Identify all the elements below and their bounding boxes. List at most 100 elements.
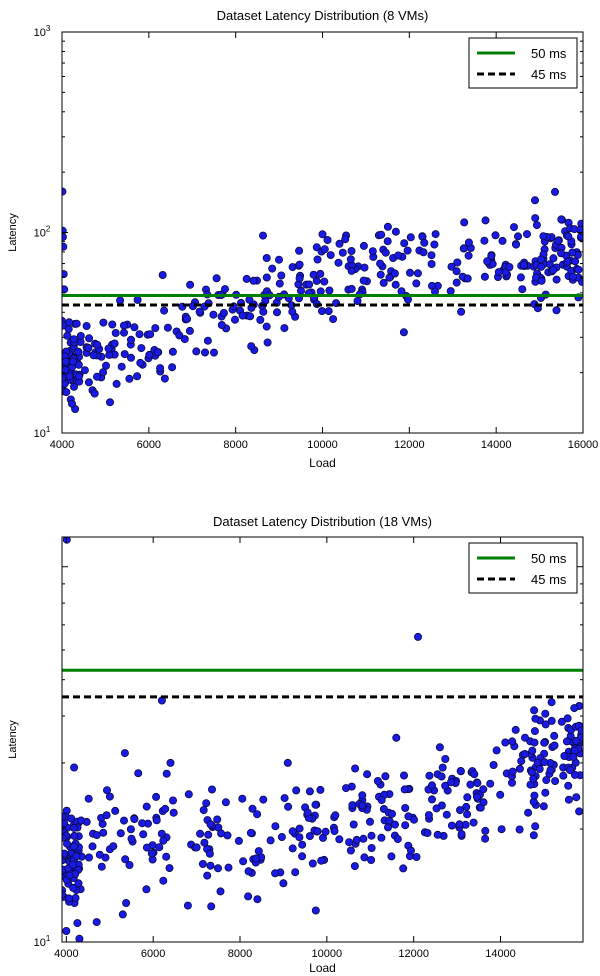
data-point bbox=[122, 899, 131, 908]
x-tick-label: 14000 bbox=[481, 439, 512, 451]
data-point bbox=[305, 787, 314, 796]
data-point bbox=[168, 796, 177, 805]
data-point bbox=[295, 833, 304, 842]
data-point bbox=[262, 273, 271, 282]
data-point bbox=[509, 223, 518, 232]
data-point bbox=[75, 372, 84, 381]
data-point bbox=[221, 798, 230, 807]
data-point bbox=[433, 830, 442, 839]
outlier-point bbox=[351, 764, 360, 773]
data-point bbox=[535, 765, 544, 774]
data-point bbox=[401, 804, 410, 813]
data-point bbox=[541, 720, 550, 729]
data-point bbox=[515, 825, 524, 834]
data-point bbox=[537, 276, 546, 285]
data-point bbox=[259, 795, 268, 804]
outlier-point bbox=[183, 901, 192, 910]
data-point bbox=[496, 790, 505, 799]
data-point bbox=[551, 187, 560, 196]
data-point bbox=[74, 347, 83, 356]
data-point bbox=[63, 839, 72, 848]
data-point bbox=[317, 307, 326, 316]
outlier-point bbox=[283, 758, 292, 767]
data-point bbox=[99, 368, 108, 377]
data-point bbox=[360, 263, 369, 272]
data-point bbox=[547, 716, 556, 725]
y-tick-label: 101 bbox=[34, 934, 51, 949]
data-point bbox=[507, 778, 516, 787]
data-point bbox=[391, 227, 400, 236]
data-point bbox=[238, 794, 247, 803]
data-point bbox=[234, 836, 243, 845]
data-point bbox=[423, 829, 432, 838]
data-point bbox=[120, 350, 129, 359]
data-point bbox=[159, 836, 168, 845]
data-point bbox=[298, 840, 307, 849]
data-point bbox=[391, 280, 400, 289]
data-point bbox=[246, 312, 255, 321]
data-point bbox=[70, 831, 79, 840]
data-point bbox=[420, 238, 429, 247]
data-point bbox=[251, 854, 260, 863]
data-point bbox=[528, 746, 537, 755]
data-point bbox=[238, 311, 247, 320]
data-point bbox=[539, 232, 548, 241]
data-point bbox=[248, 804, 257, 813]
outlier-point bbox=[62, 270, 68, 279]
data-point bbox=[142, 802, 151, 811]
data-point bbox=[550, 741, 559, 750]
data-point bbox=[345, 838, 354, 847]
data-point bbox=[184, 790, 193, 799]
data-point bbox=[363, 770, 372, 779]
data-point bbox=[377, 833, 386, 842]
data-point bbox=[244, 892, 253, 901]
data-point bbox=[524, 808, 533, 817]
x-tick-label: 8000 bbox=[223, 439, 247, 451]
outlier-point bbox=[166, 758, 175, 767]
data-point bbox=[447, 262, 456, 271]
data-point bbox=[501, 738, 510, 747]
data-point bbox=[162, 769, 171, 778]
data-point bbox=[65, 372, 74, 381]
data-point bbox=[320, 277, 329, 286]
data-point bbox=[383, 222, 392, 231]
data-point bbox=[199, 806, 208, 815]
data-point bbox=[359, 276, 368, 285]
data-point bbox=[274, 255, 283, 264]
data-point bbox=[239, 857, 248, 866]
data-point bbox=[346, 255, 355, 264]
legend-box bbox=[468, 542, 578, 594]
data-point bbox=[387, 809, 396, 818]
outlier-point bbox=[62, 388, 71, 397]
data-point bbox=[320, 245, 329, 254]
data-point bbox=[435, 743, 444, 752]
data-point bbox=[557, 717, 566, 726]
y-axis-label: Latency bbox=[7, 720, 19, 759]
data-point bbox=[559, 771, 568, 780]
data-point bbox=[365, 817, 374, 826]
data-point bbox=[136, 358, 145, 367]
data-point bbox=[462, 802, 471, 811]
data-point bbox=[185, 326, 194, 335]
data-point bbox=[161, 804, 170, 813]
chart-title: Dataset Latency Distribution (18 VMs) bbox=[213, 514, 432, 529]
data-point bbox=[244, 867, 253, 876]
data-point bbox=[212, 274, 221, 283]
data-point bbox=[456, 767, 465, 776]
data-point bbox=[220, 285, 229, 294]
data-point bbox=[367, 831, 376, 840]
data-point bbox=[280, 324, 289, 333]
data-point bbox=[572, 793, 581, 802]
data-point bbox=[120, 749, 129, 758]
data-point bbox=[168, 363, 177, 372]
data-point bbox=[437, 772, 446, 781]
data-point bbox=[324, 307, 333, 316]
data-point bbox=[137, 344, 146, 353]
data-point bbox=[441, 781, 450, 790]
data-point bbox=[183, 314, 192, 323]
data-point bbox=[425, 771, 434, 780]
data-point bbox=[280, 794, 289, 803]
data-point bbox=[341, 235, 350, 244]
data-point bbox=[312, 276, 321, 285]
data-point bbox=[70, 842, 79, 851]
